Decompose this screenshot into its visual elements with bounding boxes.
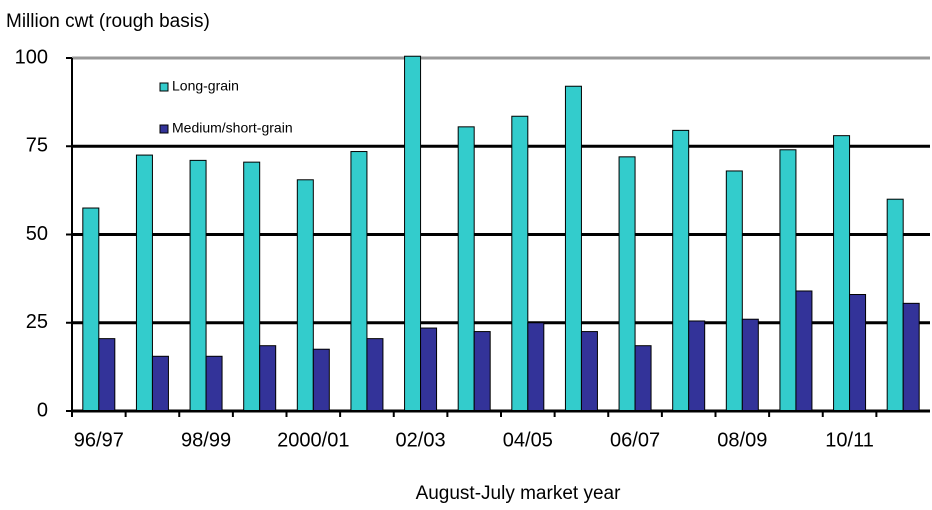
- bar: [404, 55, 422, 412]
- legend-swatch: [159, 82, 169, 92]
- bar: [833, 135, 851, 412]
- bar: [98, 338, 116, 412]
- bar: [688, 320, 706, 412]
- x-tick-label: 06/07: [610, 429, 660, 451]
- x-axis-title: August-July market year: [416, 483, 622, 504]
- y-tick-label: 100: [15, 46, 48, 68]
- bar: [672, 129, 690, 412]
- x-tick-label: 02/03: [396, 429, 446, 451]
- bar: [779, 149, 797, 412]
- bar: [795, 290, 813, 412]
- x-tick-label: 04/05: [503, 429, 553, 451]
- bar: [243, 161, 261, 412]
- x-tick-label: 08/09: [717, 429, 767, 451]
- bar: [296, 179, 314, 412]
- y-tick-label: 25: [26, 311, 48, 333]
- bar: [259, 345, 277, 412]
- bar: [366, 338, 384, 412]
- bar: [580, 331, 598, 412]
- bar: [886, 198, 904, 412]
- bar: [618, 156, 636, 412]
- bar: [151, 355, 169, 412]
- bar: [135, 154, 153, 412]
- bar: [741, 318, 759, 412]
- bar: [350, 151, 368, 412]
- bar: [189, 159, 207, 412]
- bar: [82, 207, 100, 412]
- legend-swatch: [159, 124, 169, 134]
- bar: [420, 327, 438, 412]
- y-tick-label: 75: [26, 135, 48, 157]
- legend-label: Medium/short-grain: [172, 120, 293, 136]
- bar: [564, 85, 582, 412]
- bar: [902, 302, 920, 412]
- x-tick-label: 96/97: [74, 429, 124, 451]
- y-tick-label: 50: [26, 223, 48, 245]
- bar: [473, 331, 491, 412]
- x-tick-label: 98/99: [181, 429, 231, 451]
- y-tick-label: 0: [37, 399, 48, 421]
- bar: [205, 355, 223, 412]
- bar: [725, 170, 743, 412]
- legend-label: Long-grain: [172, 78, 239, 94]
- bar: [511, 115, 529, 412]
- bar: [312, 348, 330, 412]
- x-tick-label: 10/11: [825, 429, 874, 451]
- bar: [457, 126, 475, 412]
- x-tick-label: 2000/01: [277, 429, 349, 451]
- y-axis-title: Million cwt (rough basis): [6, 11, 210, 32]
- bar: [849, 294, 867, 412]
- bar: [527, 322, 545, 412]
- bar: [634, 345, 652, 412]
